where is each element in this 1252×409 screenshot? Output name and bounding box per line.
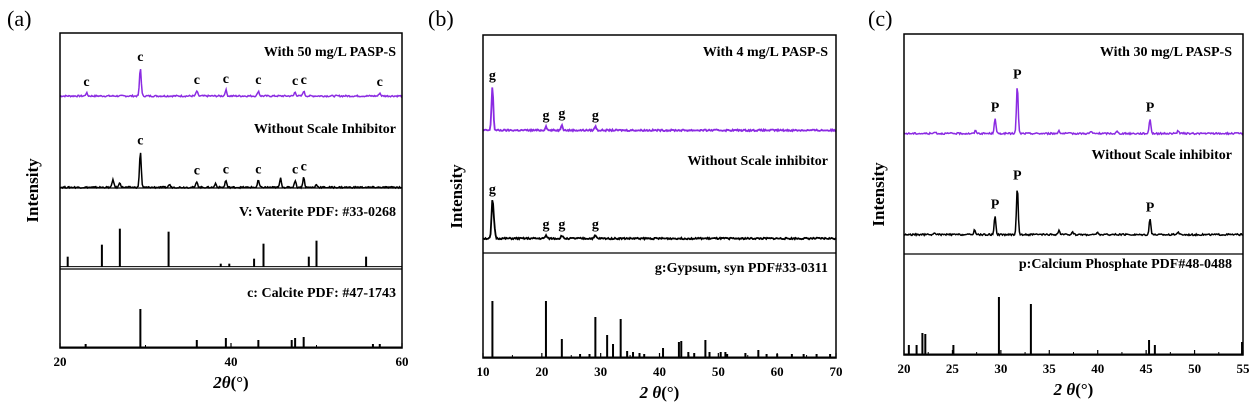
pattern-line: [903, 190, 1244, 237]
series-label: With 50 mg/L PASP-S: [264, 45, 396, 60]
x-tick-label: 70: [830, 364, 843, 379]
peak-label: c: [137, 133, 143, 148]
peak-label: P: [1013, 68, 1022, 83]
y-axis-label: Intensity: [869, 162, 888, 227]
pattern-line: [59, 69, 403, 99]
series-label: p:Calcium Phosphate PDF#48-0488: [1019, 257, 1232, 272]
x-tick-label: 30: [994, 361, 1007, 376]
x-tick-label: 10: [477, 364, 490, 379]
series-pattern: P P P: [903, 68, 1244, 136]
peak-label: c: [255, 162, 261, 177]
peak-label: g: [542, 108, 549, 123]
series-label: g:Gypsum, syn PDF#33-0311: [655, 261, 828, 276]
x-axis-unit: (°): [231, 373, 249, 392]
series-pattern: gg g g: [482, 68, 837, 133]
x-tick-label: 60: [396, 354, 409, 369]
x-axis-variable: 2θ: [212, 373, 231, 392]
x-axis-variable: 2 θ: [639, 383, 662, 402]
x-tick-label: 30: [594, 364, 607, 379]
series-label: Without Scale inhibitor: [687, 154, 828, 169]
x-axis-unit: (°): [1075, 380, 1093, 399]
series-label: With 30 mg/L PASP-S: [1100, 45, 1232, 60]
x-axis-label: 2 θ(°): [639, 383, 680, 402]
peak-label: g: [489, 68, 496, 83]
peak-label: P: [1146, 201, 1155, 216]
x-axis-label: 2 θ(°): [1053, 380, 1094, 399]
x-tick-label: 35: [1043, 361, 1057, 376]
series-label: Without Scale inhibitor: [1091, 148, 1232, 163]
peak-label: c: [223, 72, 229, 87]
y-axis-label: Intensity: [447, 164, 466, 229]
x-axis-unit: (°): [661, 383, 679, 402]
series-label: c: Calcite PDF: #47-1743: [247, 286, 396, 301]
peak-label: c: [292, 74, 298, 89]
plot-frame: [482, 34, 837, 359]
panel-letter: (b): [428, 6, 454, 31]
x-tick-label: 55: [1237, 361, 1251, 376]
series-reference: [483, 301, 836, 358]
peak-label: g: [592, 108, 599, 123]
peak-label: P: [991, 101, 1000, 116]
peak-label: g: [542, 217, 549, 232]
peak-label: P: [991, 198, 1000, 213]
series-pattern: cc c c c c: [59, 133, 403, 190]
peak-label: c: [137, 50, 143, 65]
peak-label: P: [1146, 101, 1155, 116]
x-axis-variable: 2 θ: [1053, 380, 1076, 399]
peak-label: c: [194, 163, 200, 178]
series-reference: [60, 228, 402, 268]
peak-label: c: [83, 75, 89, 90]
series-reference: [904, 297, 1244, 355]
pattern-line: [903, 88, 1244, 136]
peak-label: c: [292, 162, 298, 177]
panel-letter: (a): [7, 6, 31, 31]
peak-label: P: [1013, 169, 1022, 184]
peak-label: c: [255, 73, 261, 88]
y-axis-label: Intensity: [23, 158, 42, 223]
panel-letter: (c): [868, 6, 892, 31]
peak-label: c: [301, 159, 307, 174]
x-tick-label: 20: [535, 364, 548, 379]
peak-label: c: [301, 73, 307, 88]
x-tick-label: 40: [225, 354, 238, 369]
x-tick-label: 40: [1091, 361, 1104, 376]
x-tick-label: 50: [712, 364, 725, 379]
series-label: V: Vaterite PDF: #33-0268: [239, 205, 396, 220]
x-tick-label: 50: [1188, 361, 1201, 376]
peak-label: g: [489, 182, 496, 197]
peak-label: g: [592, 217, 599, 232]
peak-label: g: [558, 106, 565, 121]
series-pattern: gg g g: [482, 182, 837, 241]
pattern-line: [482, 199, 837, 241]
x-axis-label: 2θ(°): [212, 373, 248, 392]
peak-label: c: [223, 162, 229, 177]
series-reference: [60, 309, 402, 348]
series-pattern: ccc c c c c c: [59, 50, 403, 99]
series-pattern: PPP: [903, 169, 1244, 237]
pattern-line: [482, 87, 837, 133]
pattern-line: [59, 152, 403, 190]
x-tick-label: 60: [771, 364, 784, 379]
series-label: Without Scale Inhibitor: [254, 122, 396, 137]
peak-label: c: [377, 75, 383, 90]
x-tick-label: 25: [946, 361, 960, 376]
x-tick-label: 20: [54, 354, 67, 369]
x-tick-label: 45: [1140, 361, 1154, 376]
plot-frame: [903, 33, 1244, 356]
peak-label: c: [194, 73, 200, 88]
peak-label: g: [558, 217, 565, 232]
x-tick-label: 40: [653, 364, 666, 379]
x-tick-label: 20: [898, 361, 911, 376]
series-label: With 4 mg/L PASP-S: [703, 45, 828, 60]
